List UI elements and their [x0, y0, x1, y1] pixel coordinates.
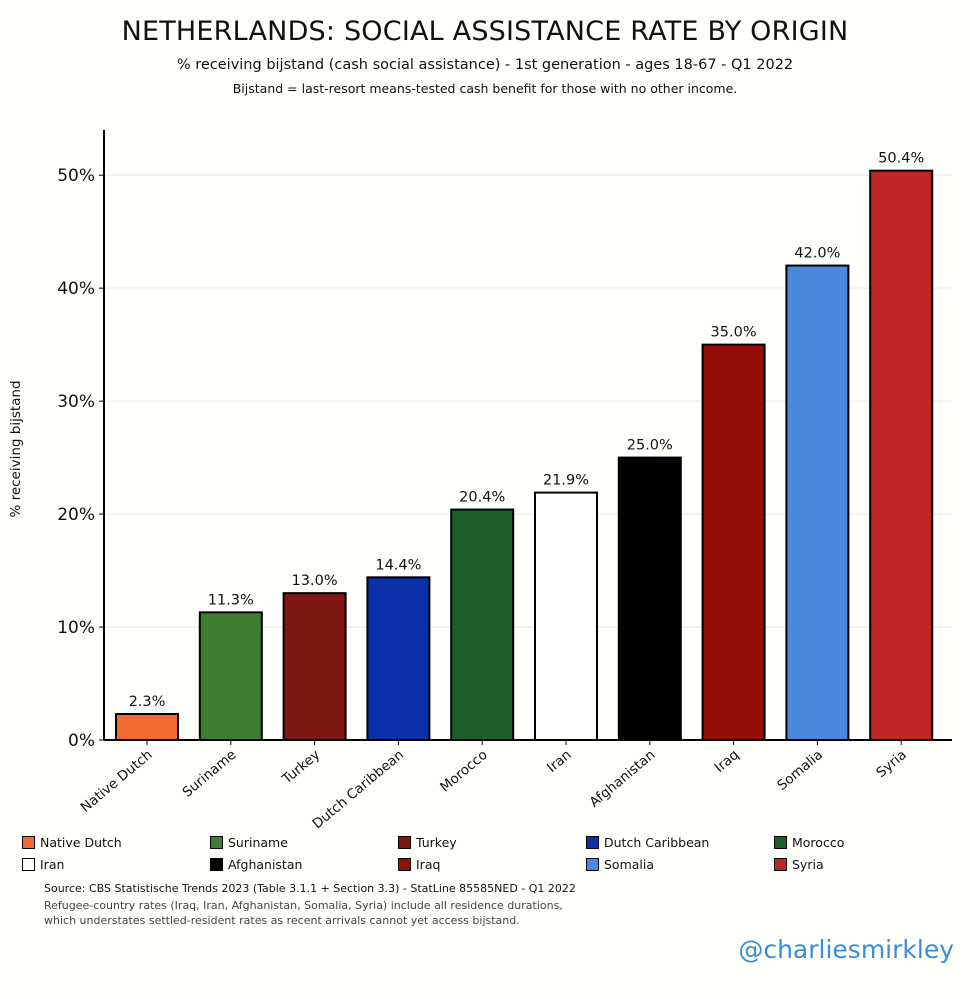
- legend-swatch: [210, 857, 223, 871]
- chart-title: NETHERLANDS: SOCIAL ASSISTANCE RATE BY O…: [121, 16, 849, 47]
- bar: [534, 491, 598, 741]
- legend-label: Native Dutch: [40, 834, 122, 850]
- y-tick-label: 20%: [57, 505, 95, 525]
- bar-value-label: 42.0%: [794, 246, 840, 262]
- y-tick-label: 30%: [57, 392, 95, 412]
- y-tick-label: 0%: [68, 731, 95, 751]
- legend-item: Turkey: [398, 833, 457, 851]
- author-handle: @charliesmirkley: [738, 935, 954, 964]
- bar-value-label: 50.4%: [878, 151, 924, 167]
- legend-item: Somalia: [586, 855, 654, 873]
- bar: [366, 576, 431, 741]
- x-tick-label: Suriname: [180, 747, 240, 801]
- bar: [701, 343, 766, 741]
- legend-label: Iraq: [416, 856, 441, 872]
- bar-value-label: 25.0%: [627, 438, 673, 454]
- chart-subtitle: % receiving bijstand (cash social assist…: [176, 57, 794, 73]
- legend-label: Iran: [40, 856, 65, 872]
- bar-value-label: 35.0%: [711, 325, 757, 341]
- legend-label: Dutch Caribbean: [604, 834, 710, 850]
- bar: [869, 169, 934, 741]
- legend-item: Suriname: [210, 833, 288, 851]
- legend-label: Suriname: [228, 834, 288, 850]
- legend-item: Iraq: [398, 855, 440, 873]
- legend-label: Afghanistan: [228, 856, 303, 872]
- x-tick-label: Afghanistan: [587, 747, 659, 811]
- bar: [115, 713, 179, 741]
- bar: [282, 592, 347, 741]
- y-tick-label: 50%: [57, 166, 95, 186]
- legend-swatch: [586, 857, 599, 871]
- legend-label: Morocco: [792, 834, 845, 850]
- bar-value-label: 21.9%: [543, 473, 589, 489]
- x-tick-label: Morocco: [437, 747, 491, 796]
- bar-value-label: 20.4%: [459, 490, 505, 506]
- bar: [617, 456, 682, 741]
- legend-swatch: [586, 835, 599, 849]
- source-text: Source: CBS Statistische Trends 2023 (Ta…: [44, 882, 576, 895]
- legend-swatch: [22, 857, 35, 871]
- legend-label: Turkey: [416, 834, 457, 850]
- bar: [198, 611, 263, 742]
- legend-item: Iran: [22, 855, 64, 873]
- legend-item: Syria: [774, 855, 824, 873]
- legend-item: Dutch Caribbean: [586, 833, 709, 851]
- legend-item: Afghanistan: [210, 855, 302, 873]
- legend-swatch: [774, 857, 787, 871]
- y-axis-label: % receiving bijstand: [8, 380, 24, 517]
- x-tick-label: Turkey: [278, 747, 323, 788]
- legend-item: Native Dutch: [22, 833, 122, 851]
- source-note-line-2: which understates settled-resident rates…: [44, 914, 520, 927]
- legend-swatch: [22, 835, 35, 849]
- legend-swatch: [210, 835, 223, 849]
- bar: [785, 264, 850, 741]
- bar-value-label: 13.0%: [292, 573, 338, 589]
- x-tick-label: Native Dutch: [78, 747, 156, 816]
- legend-label: Somalia: [604, 856, 655, 872]
- legend-swatch: [398, 835, 411, 849]
- legend-label: Syria: [792, 856, 824, 872]
- x-tick-label: Iran: [544, 747, 574, 776]
- source-note: Refugee-country rates (Iraq, Iran, Afgha…: [44, 898, 644, 928]
- x-tick-label: Syria: [873, 747, 909, 781]
- x-tick-label: Somalia: [774, 747, 826, 794]
- bar-value-label: 14.4%: [375, 557, 421, 573]
- legend-swatch: [774, 835, 787, 849]
- y-tick-label: 40%: [57, 279, 95, 299]
- bar: [450, 508, 515, 741]
- legend-swatch: [398, 857, 411, 871]
- y-tick-label: 10%: [57, 618, 95, 638]
- legend-item: Morocco: [774, 833, 844, 851]
- bar-chart: 0% 10% 20% 30% 40% 50% % receiving bijstand 2.3…: [8, 130, 952, 830]
- source-note-line-1: Refugee-country rates (Iraq, Iran, Afgha…: [44, 899, 563, 912]
- x-tick-label: Dutch Caribbean: [310, 747, 407, 830]
- bar-value-label: 11.3%: [208, 592, 254, 608]
- x-tick-label: Iraq: [712, 747, 742, 776]
- bar-value-label: 2.3%: [129, 694, 166, 710]
- chart-note: Bijstand = last-resort means-tested cash…: [232, 81, 738, 96]
